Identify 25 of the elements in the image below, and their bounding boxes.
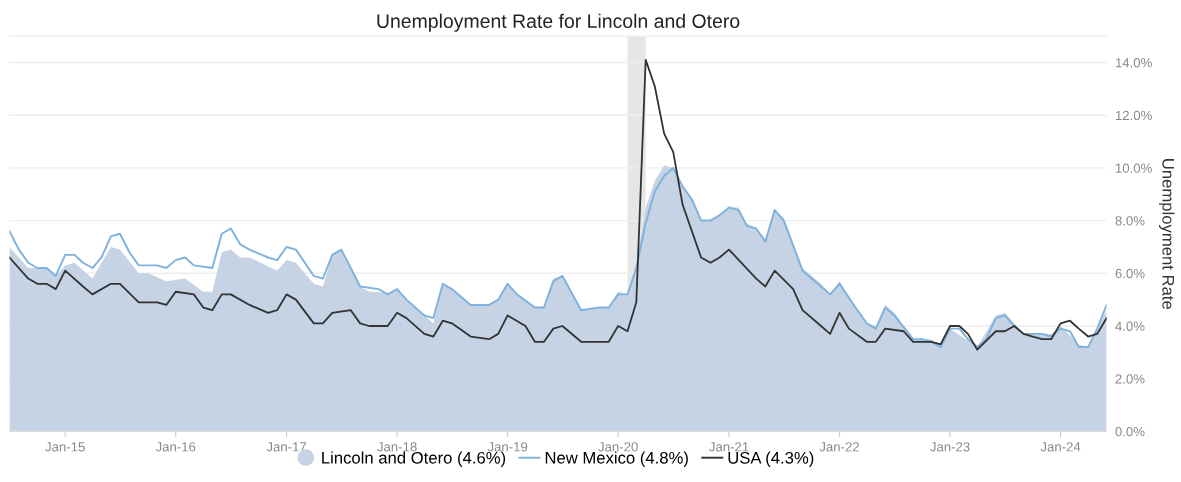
x-tick-label: Jan-24 xyxy=(1040,442,1081,452)
line-series xyxy=(9,58,1107,351)
legend-label: New Mexico (4.8%) xyxy=(545,451,688,467)
chart-title: Unemployment Rate for Lincoln and Otero xyxy=(377,13,740,32)
y-tick-label: 6.0% xyxy=(1115,268,1145,279)
y-tick-label: 10.0% xyxy=(1115,163,1152,173)
y-tick-label: 0.0% xyxy=(1115,426,1145,437)
y-tick-label: 2.0% xyxy=(1115,374,1145,384)
y-axis-title: Unemployment Rate xyxy=(1159,159,1175,309)
x-tick-label: Jan-19 xyxy=(487,442,528,452)
x-tick-label: Jan-16 xyxy=(155,442,196,452)
x-tick-label: Jan-20 xyxy=(598,442,638,452)
legend-label: USA (4.3%) xyxy=(728,451,814,467)
line-series xyxy=(9,166,1107,349)
y-tick-label: 14.0% xyxy=(1115,58,1152,68)
x-tick-label: Jan-17 xyxy=(266,442,307,452)
y-tick-label: 4.0% xyxy=(1115,321,1145,331)
y-tick-label: 8.0% xyxy=(1115,216,1145,226)
x-tick-label: Jan-23 xyxy=(930,442,970,452)
legend-label: Lincoln and Otero (4.6%) xyxy=(322,451,506,467)
x-tick-label: Jan-22 xyxy=(819,442,860,452)
x-tick-label: Jan-18 xyxy=(377,442,417,452)
x-tick-label: Jan-21 xyxy=(709,442,749,452)
y-tick-label: 12.0% xyxy=(1115,110,1152,121)
x-tick-label: Jan-15 xyxy=(45,442,85,452)
